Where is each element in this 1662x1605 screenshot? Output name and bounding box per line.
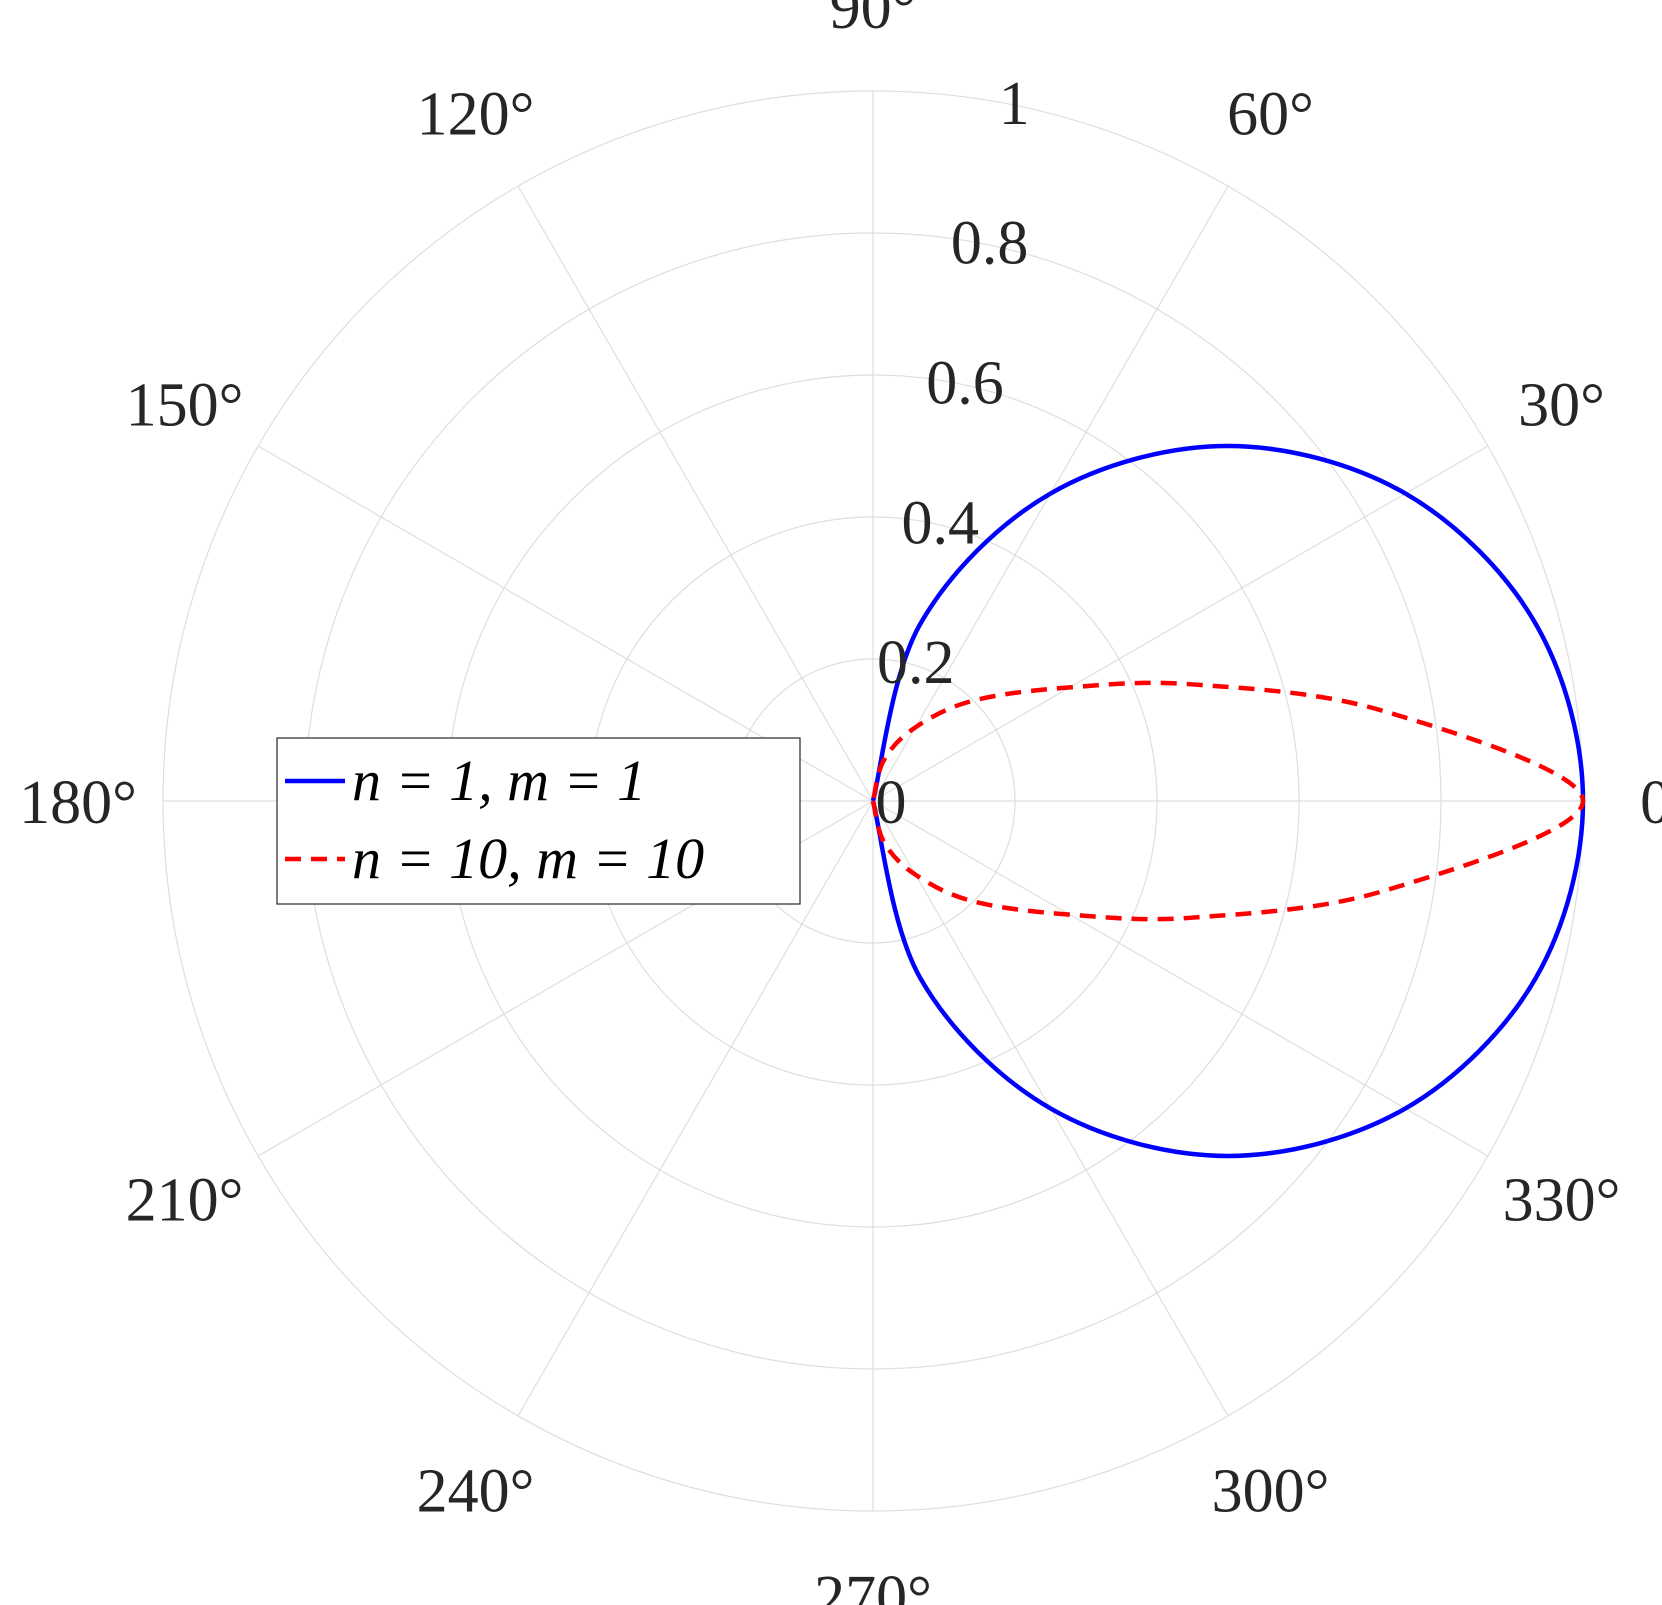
theta-tick-label-120: 120° (417, 81, 535, 149)
r-tick-label-1: 0.2 (877, 629, 955, 697)
theta-tick-label-270: 270° (814, 1564, 932, 1605)
theta-tick-label-150: 150° (126, 372, 244, 440)
series-line-2 (870, 680, 1586, 922)
theta-tick-label-300: 300° (1212, 1458, 1330, 1526)
theta-tick-label-210: 210° (126, 1167, 244, 1235)
theta-tick-label-330: 330° (1503, 1167, 1621, 1235)
r-tick-label-4: 0.8 (951, 210, 1029, 278)
grid-spoke-8 (517, 800, 874, 1417)
r-tick-labels: 0 0.2 0.4 0.6 0.8 1 (876, 70, 1030, 837)
theta-tick-label-60: 60° (1227, 81, 1314, 149)
grid-spoke-11 (872, 800, 1489, 1157)
theta-tick-label-0: 0° (1640, 769, 1662, 837)
grid-spoke-1 (872, 445, 1489, 802)
theta-tick-label-90: 90° (830, 0, 917, 42)
r-tick-label-0: 0 (876, 769, 907, 837)
legend-entry-1: n = 1, m = 1 (352, 748, 646, 813)
r-tick-label-3: 0.6 (926, 350, 1004, 418)
series-layer (870, 443, 1586, 1159)
legend: n = 1, m = 1 n = 10, m = 10 (276, 737, 801, 905)
r-tick-label-2: 0.4 (902, 489, 980, 557)
legend-box (276, 737, 801, 905)
theta-tick-label-30: 30° (1518, 372, 1605, 440)
theta-tick-label-240: 240° (417, 1458, 535, 1526)
grid-spoke-4 (517, 185, 874, 802)
legend-entry-2: n = 10, m = 10 (352, 826, 704, 891)
theta-tick-label-180: 180° (19, 769, 137, 837)
r-tick-label-5: 1 (999, 70, 1030, 138)
theta-tick-labels: 0° 30° 60° 90° 120° 150° 180° 210° 240° 270° 300° 3… (19, 0, 1662, 1605)
